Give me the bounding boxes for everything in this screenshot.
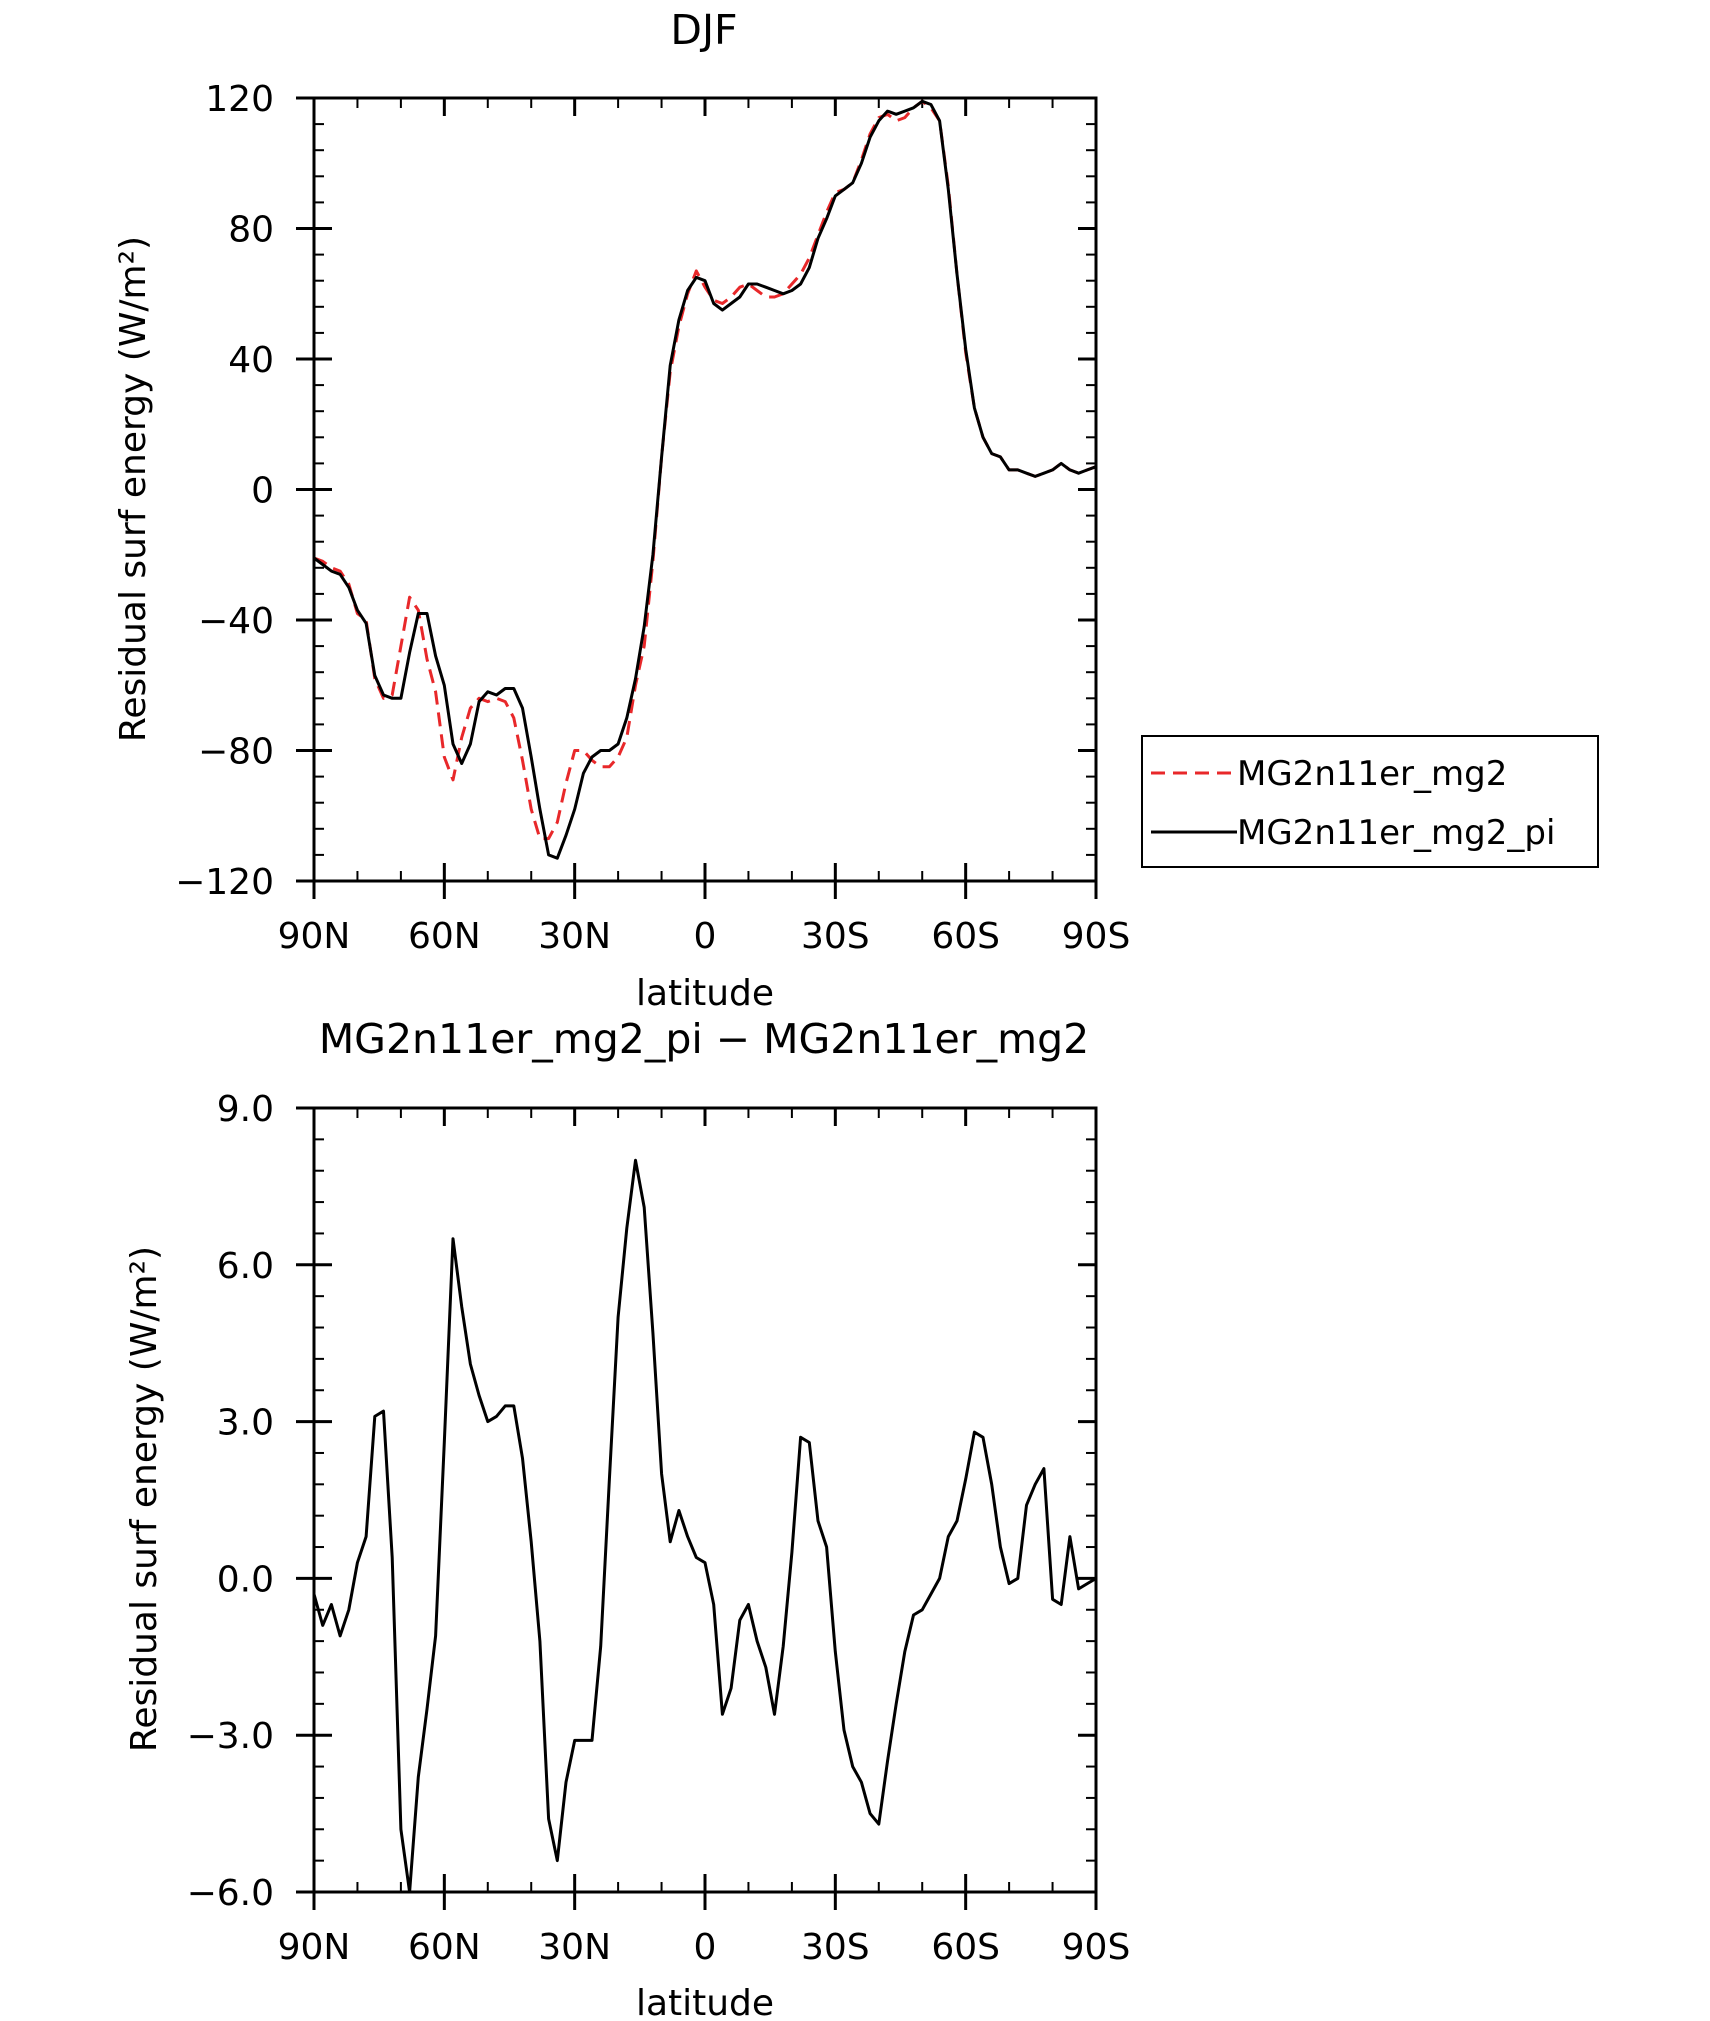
bottom-x-tick-label: 30S (801, 1927, 870, 1968)
bottom-x-tick-labels: 90N 60N 30N 0 30S 60S 90S (278, 1927, 1131, 1968)
top-x-tick-label: 30N (538, 916, 611, 957)
top-y-tick-label: −40 (198, 601, 274, 642)
bottom-chart: MG2n11er_mg2_pi − MG2n11er_mg2 9.0 6.0 3.0… (124, 1015, 1130, 2021)
top-y-tick-label: 0 (251, 471, 274, 512)
bottom-y-tick-label: 0.0 (217, 1559, 274, 1600)
legend-label-mg2: MG2n11er_mg2 (1237, 754, 1507, 794)
top-x-tick-label: 30S (801, 916, 870, 957)
bottom-y-tick-label: 9.0 (217, 1089, 274, 1130)
bottom-y-tick-label: −3.0 (187, 1716, 274, 1757)
legend-box (1141, 735, 1599, 868)
bottom-y-tick-label: 3.0 (217, 1403, 274, 1444)
bottom-x-tick-label: 90S (1062, 1927, 1131, 1968)
bottom-x-tick-label: 60N (408, 1927, 481, 1968)
top-chart-title: DJF (670, 6, 737, 54)
top-series-lines (313, 99, 1097, 860)
top-series-line-0 (313, 99, 1097, 841)
bottom-y-tick-label: 6.0 (217, 1246, 274, 1287)
bottom-plot-frame (312, 1106, 1098, 1894)
bottom-x-tick-label: 0 (694, 1927, 717, 1968)
bottom-y-axis-label: Residual surf energy (W/m²) (124, 1246, 165, 1752)
top-x-tick-label: 60S (931, 916, 1000, 957)
bottom-x-axis-label: latitude (636, 1983, 774, 2021)
top-x-tick-label: 60N (408, 916, 481, 957)
top-x-tick-labels: 90N 60N 30N 0 30S 60S 90S (278, 916, 1131, 957)
bottom-y-tick-label: −6.0 (187, 1873, 274, 1914)
legend: MG2n11er_mg2 MG2n11er_mg2_pi (1141, 735, 1599, 868)
bottom-chart-title: MG2n11er_mg2_pi − MG2n11er_mg2 (319, 1015, 1089, 1063)
top-plot-frame (312, 96, 1098, 883)
top-x-axis-label: latitude (636, 973, 774, 1014)
top-y-tick-label: 40 (228, 340, 274, 381)
top-y-tick-label: −120 (175, 862, 274, 903)
top-y-tick-label: −80 (198, 732, 274, 773)
bottom-x-tick-label: 30N (538, 1927, 611, 1968)
top-ticks (296, 96, 1098, 899)
bottom-series-line-0 (312, 1158, 1097, 1894)
top-x-tick-label: 0 (694, 916, 717, 957)
legend-label-mg2-pi: MG2n11er_mg2_pi (1237, 813, 1555, 853)
bottom-y-tick-labels: 9.0 6.0 3.0 0.0 −3.0 −6.0 (187, 1089, 274, 1914)
top-y-axis-label: Residual surf energy (W/m²) (113, 236, 154, 742)
top-x-tick-label: 90N (278, 916, 351, 957)
top-y-tick-labels: 120 80 40 0 −40 −80 −120 (175, 79, 274, 903)
bottom-x-tick-label: 90N (278, 1927, 351, 1968)
bottom-x-tick-label: 60S (931, 1927, 1000, 1968)
bottom-series-line (312, 1158, 1097, 1894)
top-y-tick-label: 120 (205, 79, 274, 120)
top-series-line-1 (313, 99, 1097, 860)
top-x-tick-label: 90S (1062, 916, 1131, 957)
top-y-tick-label: 80 (228, 210, 274, 251)
